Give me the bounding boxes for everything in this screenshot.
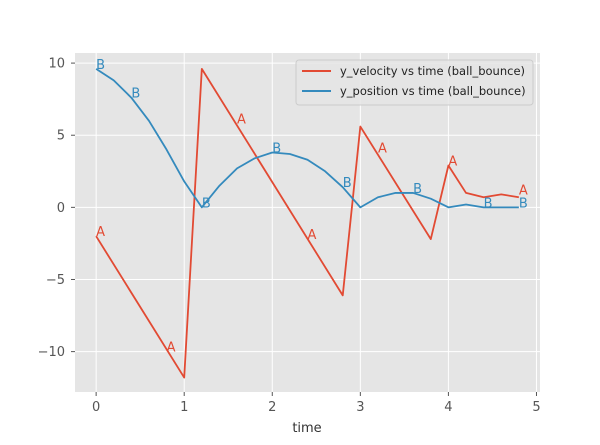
series-line-position	[95, 68, 519, 209]
point-annotation-label: B	[96, 58, 105, 73]
axis-ticks: 0 1 2 3 4 5 −10 −5 0 5 10	[38, 57, 541, 415]
point-annotation-label: A	[96, 225, 105, 240]
series-line-velocity	[95, 67, 520, 379]
point-annotation-label: B	[413, 182, 422, 197]
point-annotation-label: B	[343, 176, 352, 191]
point-annotation-label: A	[237, 113, 246, 128]
point-annotation-label: A	[308, 228, 317, 243]
legend: y_velocity vs time (ball_bounce) y_posit…	[295, 59, 534, 106]
y-tick-label: 10	[48, 57, 65, 72]
point-annotation-label: B	[131, 87, 140, 102]
point-annotation-label: B	[484, 196, 493, 211]
point-annotation-label: B	[519, 196, 528, 211]
y-tick-label: −5	[46, 273, 65, 288]
point-annotation-label: A	[448, 155, 457, 170]
y-tick-label: 5	[57, 129, 65, 144]
x-tick-label: 0	[92, 400, 100, 415]
legend-label-position: y_position vs time (ball_bounce)	[340, 84, 526, 98]
point-annotation-label: B	[272, 142, 281, 157]
y-tick-label: −10	[38, 345, 65, 360]
x-tick-label: 4	[444, 400, 452, 415]
x-tick-label: 3	[356, 400, 364, 415]
point-annotation-label: A	[167, 341, 176, 356]
series-lines	[95, 67, 520, 379]
legend-label-velocity: y_velocity vs time (ball_bounce)	[340, 64, 525, 78]
x-axis-label: time	[292, 421, 321, 436]
y-tick-label: 0	[57, 201, 65, 216]
x-tick-label: 1	[180, 400, 188, 415]
point-annotation-label: A	[378, 142, 387, 157]
plot-area-background	[75, 53, 540, 392]
legend-box	[295, 59, 534, 106]
x-tick-label: 2	[268, 400, 276, 415]
x-tick-label: 5	[532, 400, 540, 415]
point-annotation-label: B	[202, 196, 211, 211]
point-annotation-label: A	[519, 183, 528, 198]
